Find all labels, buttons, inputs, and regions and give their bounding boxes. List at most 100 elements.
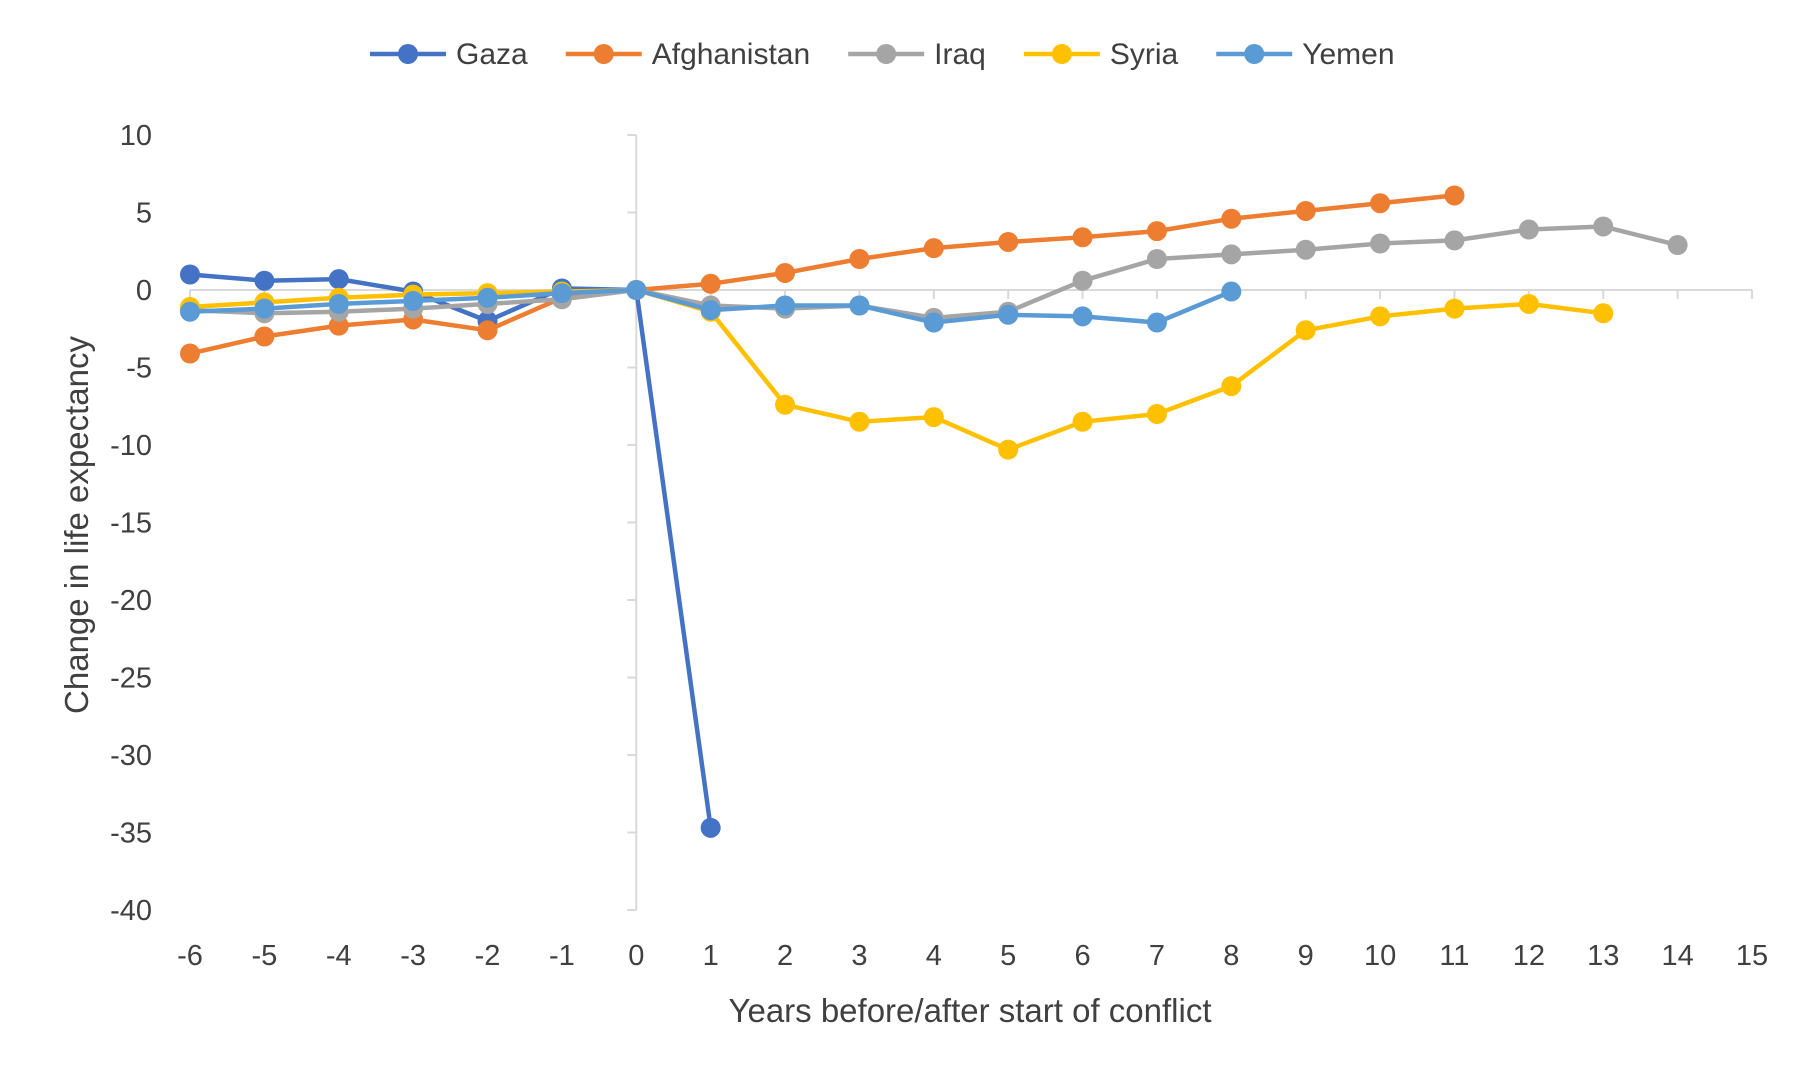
data-point [1146, 221, 1167, 242]
data-point [998, 304, 1019, 325]
data-point [328, 269, 349, 290]
data-point [849, 249, 870, 269]
x-tick-label: 9 [1298, 940, 1314, 972]
data-point [1444, 185, 1465, 206]
data-point [1370, 193, 1391, 214]
x-tick-label: 6 [1075, 940, 1091, 972]
x-tick-label: 8 [1223, 940, 1239, 972]
series-line [189, 287, 1604, 452]
data-point [180, 301, 200, 322]
y-tick-label: -40 [110, 895, 152, 927]
x-tick-label: 12 [1513, 940, 1545, 972]
series-line [189, 272, 713, 829]
data-point [626, 280, 647, 300]
data-point [998, 439, 1019, 460]
x-tick-label: 13 [1587, 940, 1619, 972]
data-point [254, 298, 275, 319]
x-tick-label: -2 [475, 940, 501, 972]
y-tick-label: 0 [136, 275, 152, 307]
data-point [775, 394, 796, 415]
data-point [1221, 208, 1242, 229]
legend-item-gaza: Gaza [370, 38, 528, 71]
data-point [923, 238, 944, 259]
data-point [1518, 293, 1539, 314]
x-tick-label: 1 [703, 940, 719, 972]
x-tick-label: -6 [177, 940, 203, 972]
data-point [1146, 249, 1167, 269]
data-point [254, 326, 275, 347]
x-tick-label: 11 [1439, 940, 1469, 972]
y-tick-label: -5 [126, 353, 152, 385]
legend-swatch-marker [876, 44, 897, 64]
x-tick-label: -3 [400, 940, 426, 972]
legend-item-syria: Syria [1023, 38, 1179, 71]
x-tick-label: 4 [926, 940, 942, 972]
legend-item-afghanistan: Afghanistan [565, 38, 810, 71]
data-point [1146, 404, 1167, 424]
legend-label: Syria [1110, 38, 1179, 71]
data-point [403, 290, 424, 311]
x-tick-label: 2 [777, 940, 793, 972]
y-tick-label: 10 [120, 120, 152, 152]
x-tick-label: -4 [326, 940, 352, 972]
data-point [551, 283, 572, 304]
data-point [700, 817, 721, 838]
series-afghanistan [180, 185, 1465, 364]
data-point [254, 270, 275, 291]
y-axis-title: Change in life expectancy [58, 336, 95, 714]
legend-item-iraq: Iraq [848, 38, 986, 71]
data-point [1295, 320, 1316, 341]
legend-label: Gaza [456, 38, 528, 71]
data-point [1072, 270, 1093, 291]
data-point [1072, 411, 1093, 432]
x-tick-label: -5 [251, 940, 277, 972]
y-tick-label: -25 [110, 663, 152, 695]
data-point [1295, 239, 1316, 260]
data-point [1444, 230, 1465, 251]
y-tick-label: -15 [110, 508, 152, 540]
data-point [1370, 233, 1391, 254]
legend-label: Afghanistan [652, 38, 810, 71]
data-point [1593, 216, 1614, 237]
data-point [1221, 376, 1242, 397]
x-tick-label: 15 [1736, 940, 1768, 972]
data-point [775, 262, 796, 283]
legend-swatch-marker [593, 44, 614, 64]
legend-label: Iraq [934, 38, 986, 71]
data-point [775, 295, 796, 316]
data-point [1221, 281, 1242, 302]
data-point [328, 293, 349, 314]
y-tick-label: -10 [110, 430, 152, 462]
x-tick-label: 14 [1661, 940, 1693, 972]
x-tick-label: 3 [851, 940, 867, 972]
data-point [180, 343, 200, 364]
x-tick-label: 7 [1149, 940, 1165, 972]
data-point [1370, 306, 1391, 327]
legend: Gaza Afghanistan Iraq Syria Yemen [370, 38, 1395, 71]
series-line [189, 193, 1455, 356]
data-point [849, 411, 870, 432]
data-point [849, 295, 870, 316]
x-axis-title: Years before/after start of conflict [728, 992, 1211, 1029]
x-tick-label: 10 [1364, 940, 1396, 972]
data-point [1444, 298, 1465, 319]
y-tick-label: 5 [136, 198, 152, 230]
data-point [923, 312, 944, 333]
series-yemen [180, 280, 1242, 333]
data-point [1295, 200, 1316, 221]
axes: -6 -5 -4 -3 -2 -1 0 1 2 3 4 5 6 7 8 9 10 11 12 13 14 151050-5… [110, 120, 1768, 972]
data-point [1072, 227, 1093, 248]
x-tick-label: 0 [628, 940, 644, 972]
series-syria [180, 280, 1614, 460]
legend-item-yemen: Yemen [1216, 38, 1395, 71]
data-point [1072, 306, 1093, 327]
legend-swatch-marker [1244, 44, 1265, 64]
data-point [477, 287, 498, 308]
y-tick-label: -20 [110, 585, 152, 617]
legend-label: Yemen [1302, 38, 1394, 71]
y-tick-label: -35 [110, 818, 152, 850]
x-tick-label: -1 [549, 940, 575, 972]
data-point [477, 320, 498, 341]
